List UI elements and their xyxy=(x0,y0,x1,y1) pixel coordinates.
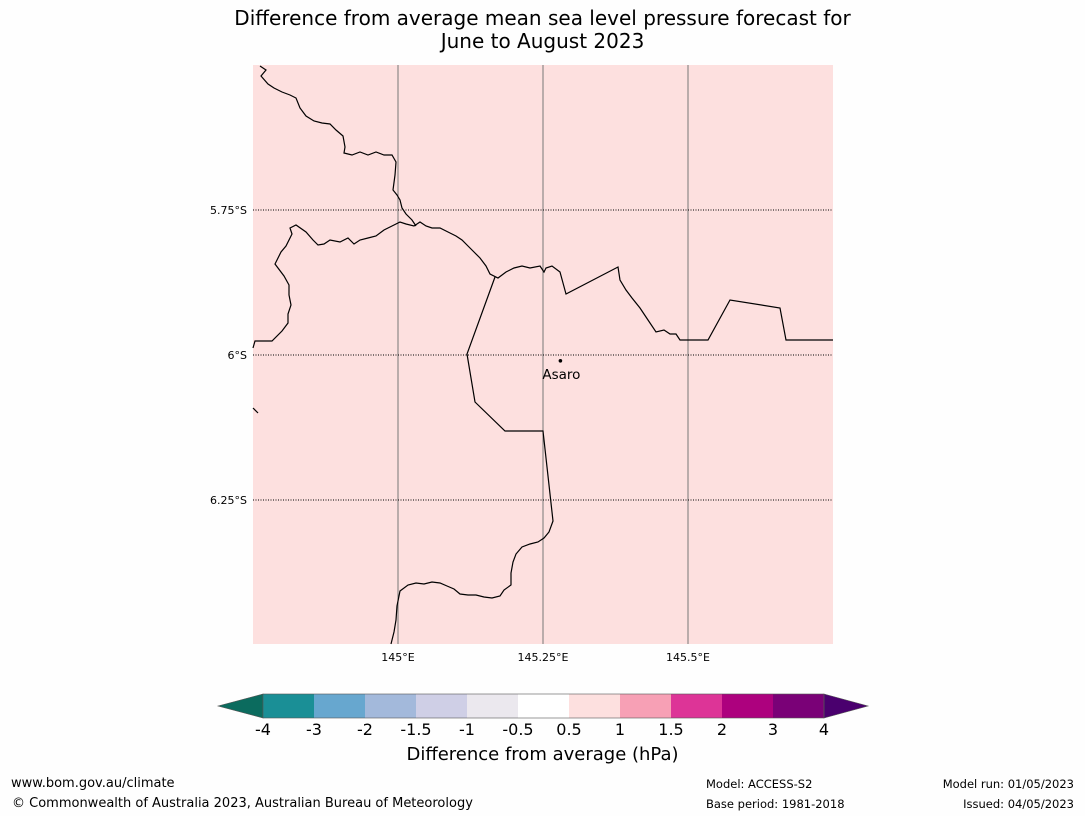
colorbar-tick-label: 3 xyxy=(768,720,778,739)
boundary-south xyxy=(390,276,554,645)
lon-label-145e: 145°E xyxy=(381,651,414,664)
footer-copyright: © Commonwealth of Australia 2023, Austra… xyxy=(12,796,473,811)
colorbar-tick-label: -3 xyxy=(306,720,322,739)
colorbar-tick-label: 1 xyxy=(615,720,625,739)
colorbar-segment xyxy=(518,694,569,718)
colorbar-tick-label: -2 xyxy=(357,720,373,739)
lat-label-6-25s: 6.25°S xyxy=(210,494,247,507)
chart-title: Difference from average mean sea level p… xyxy=(0,7,1085,53)
title-line-1: Difference from average mean sea level p… xyxy=(234,6,851,30)
colorbar-under-arrow xyxy=(216,693,264,719)
colorbar-segment xyxy=(722,694,773,718)
footer-website: www.bom.gov.au/climate xyxy=(11,776,175,791)
footer-issued: Issued: 04/05/2023 xyxy=(963,797,1074,811)
boundary-north xyxy=(259,65,417,227)
colorbar-segment xyxy=(773,694,824,718)
boundary-west-stub xyxy=(252,407,259,414)
lat-label-5-75s: 5.75°S xyxy=(210,204,247,217)
colorbar-frame xyxy=(262,693,825,719)
footer-model-run: Model run: 01/05/2023 xyxy=(942,777,1074,791)
province-boundaries xyxy=(252,65,833,645)
colorbar-over-arrow xyxy=(823,693,870,719)
colorbar-segment xyxy=(620,694,671,718)
colorbar-tick-label: -0.5 xyxy=(502,720,533,739)
asaro-marker xyxy=(558,359,563,363)
lat-label-6s: 6°S xyxy=(228,349,247,362)
colorbar-tick-label: -1 xyxy=(459,720,475,739)
colorbar-tick-label: -1.5 xyxy=(400,720,431,739)
colorbar-tick-label: -4 xyxy=(255,720,271,739)
lon-label-145-5e: 145.5°E xyxy=(666,651,710,664)
colorbar: -4 -3 -2 -1.5 -1 -0.5 0.5 1 1.5 2 3 4 xyxy=(216,693,870,739)
colorbar-segment xyxy=(467,694,518,718)
colorbar-segment xyxy=(365,694,416,718)
footer-base-period: Base period: 1981-2018 xyxy=(706,797,845,811)
colorbar-tick-label: 2 xyxy=(717,720,727,739)
colorbar-segment xyxy=(416,694,467,718)
boundary-central xyxy=(252,221,833,349)
place-label: Asaro xyxy=(542,367,580,383)
colorbar-tick-label: 0.5 xyxy=(556,720,581,739)
colorbar-segment xyxy=(314,694,365,718)
colorbar-segment xyxy=(569,694,620,718)
lon-label-145-25e: 145.25°E xyxy=(518,651,569,664)
colorbar-segment xyxy=(263,694,314,718)
colorbar-title: Difference from average (hPa) xyxy=(406,744,679,765)
title-line-2: June to August 2023 xyxy=(440,29,645,53)
colorbar-tick-label: 4 xyxy=(819,720,829,739)
colorbar-tick-label: 1.5 xyxy=(658,720,683,739)
footer-model: Model: ACCESS-S2 xyxy=(706,777,813,791)
colorbar-segment xyxy=(671,694,722,718)
